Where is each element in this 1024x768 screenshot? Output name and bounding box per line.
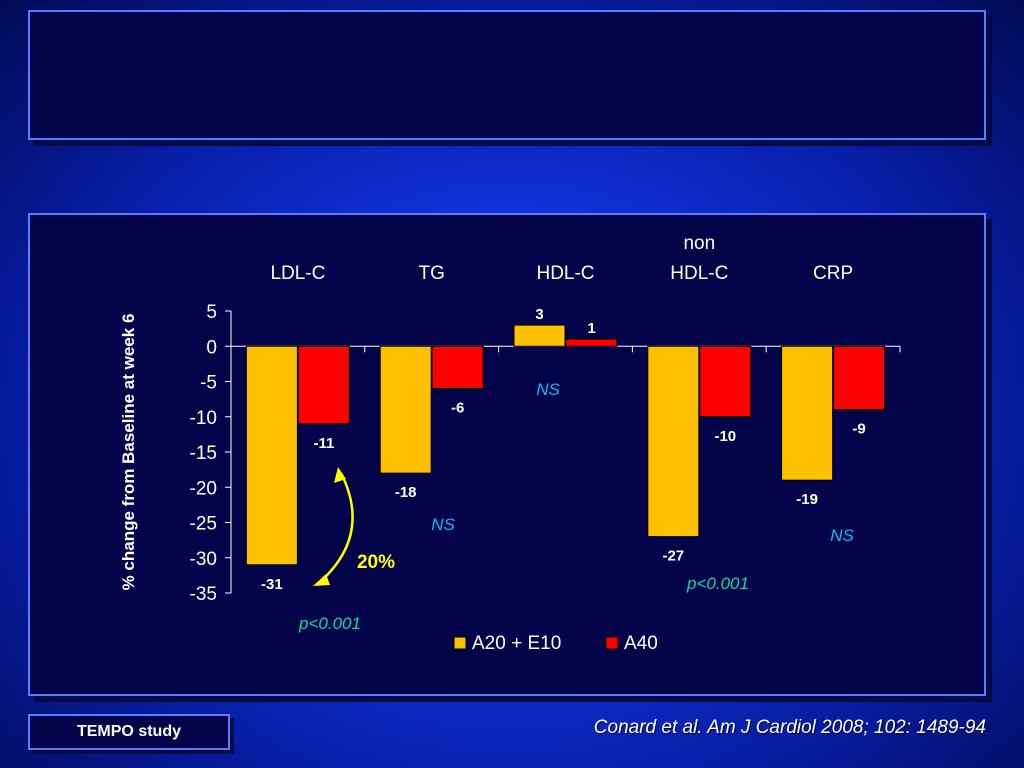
y-tick-label: -15	[190, 443, 217, 464]
y-tick-label: -5	[200, 373, 217, 394]
citation: Conard et al. Am J Cardiol 2008; 102: 14…	[593, 717, 986, 738]
category-label: non	[683, 233, 715, 254]
bar-a40	[297, 345, 350, 425]
bar-a40	[699, 345, 752, 418]
legend-label: A40	[624, 633, 658, 654]
legend-label: A20 + E10	[472, 633, 561, 654]
data-label: -31	[261, 576, 283, 593]
data-label: -11	[313, 435, 334, 452]
difference-arrow-head	[334, 467, 346, 483]
category-label: HDL-C	[536, 263, 594, 284]
p-value-annotation: p<0.001	[686, 574, 749, 593]
bar-chart: 5 0 -5 -10 -15 -20 -25 -30 -35 % change from Base…	[119, 233, 901, 654]
legend-swatch	[453, 636, 467, 650]
difference-arrow-head	[313, 574, 330, 586]
y-tick-label: -30	[190, 549, 217, 570]
y-tick-label: -25	[190, 514, 217, 535]
data-label: -10	[714, 428, 736, 445]
data-label: -27	[662, 548, 684, 565]
bar-a40	[833, 345, 886, 411]
bar-a20-e10	[781, 345, 834, 481]
bar-a20-e10	[647, 345, 700, 538]
y-tick-label: 0	[206, 337, 217, 358]
category-label: CRP	[813, 263, 853, 284]
legend-swatch	[605, 636, 619, 650]
data-label: -9	[852, 421, 865, 438]
y-tick-label: 5	[206, 302, 217, 323]
bar-a20-e10	[245, 345, 298, 566]
data-label: 3	[535, 306, 543, 323]
difference-arrow	[319, 472, 354, 583]
difference-label: 20%	[357, 552, 395, 573]
data-label: -19	[796, 491, 818, 508]
data-label: -18	[395, 484, 417, 501]
bar-a20-e10	[513, 324, 566, 347]
bar-a40	[431, 345, 484, 390]
category-label: HDL-C	[670, 263, 728, 284]
y-tick-label: -10	[190, 408, 217, 429]
data-label: -6	[451, 400, 464, 417]
p-value-annotation: p<0.001	[298, 614, 361, 633]
y-tick-label: -20	[190, 478, 217, 499]
chart-panel: 5 0 -5 -10 -15 -20 -25 -30 -35 % change from Base…	[28, 213, 986, 696]
study-label: TEMPO study	[28, 714, 230, 750]
y-axis-title: % change from Baseline at week 6	[119, 314, 138, 591]
category-label: TG	[419, 263, 445, 284]
ns-annotation: NS	[536, 380, 560, 399]
ns-annotation: NS	[830, 526, 854, 545]
bar-a40	[565, 338, 618, 347]
category-label: LDL-C	[270, 263, 325, 284]
data-label: 1	[587, 320, 595, 337]
y-tick-label: -35	[190, 584, 217, 605]
ns-annotation: NS	[431, 515, 455, 534]
bar-a20-e10	[379, 345, 432, 474]
title-panel	[28, 10, 986, 140]
